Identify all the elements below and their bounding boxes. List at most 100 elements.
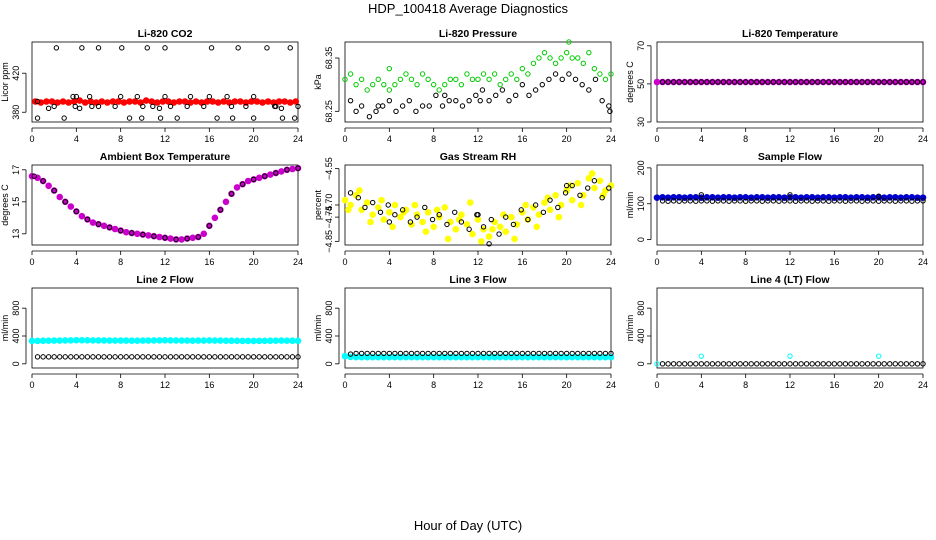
panel-li-820-temperature-x-tick-label: 20 (874, 134, 884, 144)
panel-line-3-flow-line-3-flow-samples-point (408, 350, 415, 357)
panel-line-3-flow-line-3-flow-samples-point (353, 350, 359, 357)
panel-li-820-temperature-title: Li-820 Temperature (742, 28, 838, 40)
panel-li-820-co2-co2-samples-point (287, 45, 293, 51)
panel-li-820-co2-y-tick-label: 420 (11, 66, 21, 81)
panel-line-3-flow-line-3-flow-samples-point (580, 350, 586, 357)
panel-line-3-flow-y-tick-label: 400 (324, 328, 334, 343)
panel-li-820-co2-co2-samples-point (139, 115, 145, 121)
panel-li-820-co2-co2-mean-point (203, 98, 211, 105)
panel-li-820-co2-co2-mean-point (153, 99, 161, 106)
panel-line-3-flow-line-3-flow-samples-point (602, 350, 609, 357)
panel-ambient-box-temperature-box-temperature-mean-point (89, 219, 97, 226)
panel-li-820-pressure-pressure-mean-point (608, 71, 614, 77)
panel-li-820-pressure-pressure-mean-point (475, 76, 481, 83)
panel-li-820-temperature-temperature-samples-point (898, 79, 904, 85)
panel-gas-stream-rh-rh-mean-point (452, 225, 460, 233)
panel-line-4-lt-flow-line-4-flow-mean (654, 353, 882, 367)
panel-sample-flow-sample-flow-samples-point (859, 198, 865, 204)
panel-line-3-flow-x-tick-label: 4 (387, 380, 392, 390)
panel-line-2-flow-line-2-flow-samples-point (34, 354, 41, 360)
panel-line-2-flow-line-2-flow-samples-point (217, 354, 224, 360)
panel-li-820-co2-co2-samples-point (140, 103, 146, 110)
panel-ambient-box-temperature-box-temperature-samples-point (40, 178, 46, 184)
panel-line-3-flow-line-3-flow-samples-point (597, 350, 603, 357)
panel-line-2-flow-line-2-flow-samples-point (239, 354, 246, 360)
panel-line-2-flow-line-2-flow-mean-point (244, 337, 252, 345)
panel-line-3-flow-title: Line 3 Flow (449, 274, 507, 286)
panel-line-2-flow-line-2-flow-mean-point (206, 337, 213, 344)
panel-ambient-box-temperature-box-temperature-samples-point (106, 224, 113, 231)
panel-line-2-flow-line-2-flow-mean (28, 336, 302, 345)
panel-li-820-co2-co2-mean-point (181, 98, 189, 105)
panel-line-2-flow-x-tick-label: 24 (293, 380, 303, 390)
panel-li-820-co2-co2-samples-point (278, 105, 285, 112)
panel-line-3-flow-line-3-flow-samples-point (386, 350, 393, 357)
panel-line-4-lt-flow-y-tick-label: 0 (636, 361, 646, 366)
panel-ambient-box-temperature-box-temperature-samples-point (273, 170, 279, 176)
panel-li-820-co2-co2-mean-point (142, 97, 150, 104)
panel-line-2-flow-line-2-flow-samples-point (284, 354, 290, 360)
panel-gas-stream-rh-y-tick-label: −4.55 (324, 157, 334, 180)
panel-sample-flow-sample-flow-samples-point (748, 198, 754, 204)
panel-li-820-temperature-y-tick-label: 70 (636, 41, 646, 51)
panel-line-3-flow-x-tick-label: 0 (342, 380, 347, 390)
panel-line-3-flow-line-3-flow-samples-point (469, 350, 476, 357)
panel-line-2-flow-y-tick-label: 800 (11, 301, 21, 316)
panel-line-2-flow-line-2-flow-samples-point (278, 354, 285, 360)
panel-ambient-box-temperature-box-temperature-samples-point (151, 233, 157, 239)
panel-li-820-temperature-temperature-samples-point (659, 79, 666, 85)
panel-li-820-co2-co2-mean-point (192, 98, 200, 105)
panel-gas-stream-rh-y-tick-label: −4.70 (324, 194, 334, 217)
panel-li-820-pressure-pressure-samples-point (512, 92, 519, 99)
panel-li-820-pressure-pressure-mean-point (597, 71, 603, 77)
panel-line-3-flow-line-3-flow-samples-point (503, 350, 509, 357)
panel-gas-stream-rh-rh-samples-point (540, 209, 547, 215)
panel-gas-stream-rh-rh-samples-point (422, 204, 428, 211)
panel-line-2-flow-line-2-flow-mean-point (294, 337, 302, 345)
panel-li-820-pressure-pressure-mean-point (453, 76, 459, 83)
panel-li-820-temperature-temperature-samples-point (715, 79, 721, 85)
panel-li-820-temperature-temperature-samples-point (687, 79, 693, 85)
panel-li-820-co2-co2-mean-point (214, 99, 222, 106)
panel-line-4-lt-flow-x-tick-label: 0 (654, 380, 659, 390)
panel-li-820-pressure-pressure-samples-point (426, 103, 432, 109)
panel-line-4-lt-flow-title: Line 4 (LT) Flow (750, 274, 830, 286)
panel-li-820-pressure-x-tick-label: 0 (342, 134, 347, 144)
panel-ambient-box-temperature-box-temperature-samples-point (95, 221, 102, 227)
panel-line-3-flow-line-3-flow-samples-point (364, 350, 370, 357)
panel-li-820-co2-co2-mean-point (286, 99, 294, 106)
panel-li-820-pressure-pressure-samples (347, 71, 613, 120)
panel-li-820-pressure-pressure-samples-point (592, 76, 599, 83)
panel-ambient-box-temperature-box-temperature-samples (31, 165, 301, 243)
panel-line-2-flow-line-2-flow-mean-point (139, 337, 147, 344)
panel-ambient-box-temperature-box-temperature-samples-point (295, 165, 301, 171)
panel-sample-flow-sample-flow-samples-point (715, 198, 721, 204)
panel-li-820-pressure-pressure-mean-point (381, 81, 387, 88)
panel-ambient-box-temperature-box-temperature-mean-point (233, 184, 241, 191)
panel-gas-stream-rh: Gas Stream RH 0 4 8 12 16 20 24 −4.85−4.75−4.70 −… (313, 151, 616, 267)
panel-line-4-lt-flow-x-tick-label: 4 (699, 380, 704, 390)
panel-line-3-flow-line-3-flow-mean-point (341, 352, 349, 360)
panel-line-3-flow-x-tick-label: 16 (517, 380, 527, 390)
panel-sample-flow-sample-flow-samples-point (781, 198, 788, 204)
panel-line-3-flow-line-3-flow-samples-point (403, 350, 409, 357)
panel-line-2-flow-line-2-flow-samples-point (228, 354, 235, 360)
panel-gas-stream-rh-rh-mean-point (469, 230, 476, 238)
panel-sample-flow-title: Sample Flow (758, 151, 823, 163)
panel-ambient-box-temperature-box-temperature-samples-point (284, 167, 290, 173)
panel-sample-flow-sample-flow-samples-point (792, 198, 799, 204)
panel-line-4-lt-flow-line-4-flow-samples-point (798, 361, 804, 367)
panel-li-820-pressure-pressure-mean-point (519, 65, 526, 72)
panel-li-820-temperature-temperature-samples-point (720, 79, 727, 85)
panel-gas-stream-rh-rh-samples-point (399, 207, 406, 213)
panel-gas-stream-rh-rh-mean-point (474, 216, 482, 223)
panel-gas-stream-rh-rh-mean-point (356, 187, 363, 194)
panel-li-820-co2-co2-samples-point (144, 45, 150, 51)
panel-ambient-box-temperature: Ambient Box Temperature 0 4 8 12 16 20 24 13 15 17… (0, 151, 303, 267)
panel-line-2-flow-line-2-flow-mean-point (133, 337, 141, 344)
panel-gas-stream-rh-rh-mean-point (422, 228, 430, 235)
panel-li-820-temperature-temperature-samples-point (798, 79, 804, 85)
panel-sample-flow-sample-flow-samples-point (682, 198, 688, 204)
panel-li-820-temperature-temperature-samples-point (776, 79, 782, 85)
